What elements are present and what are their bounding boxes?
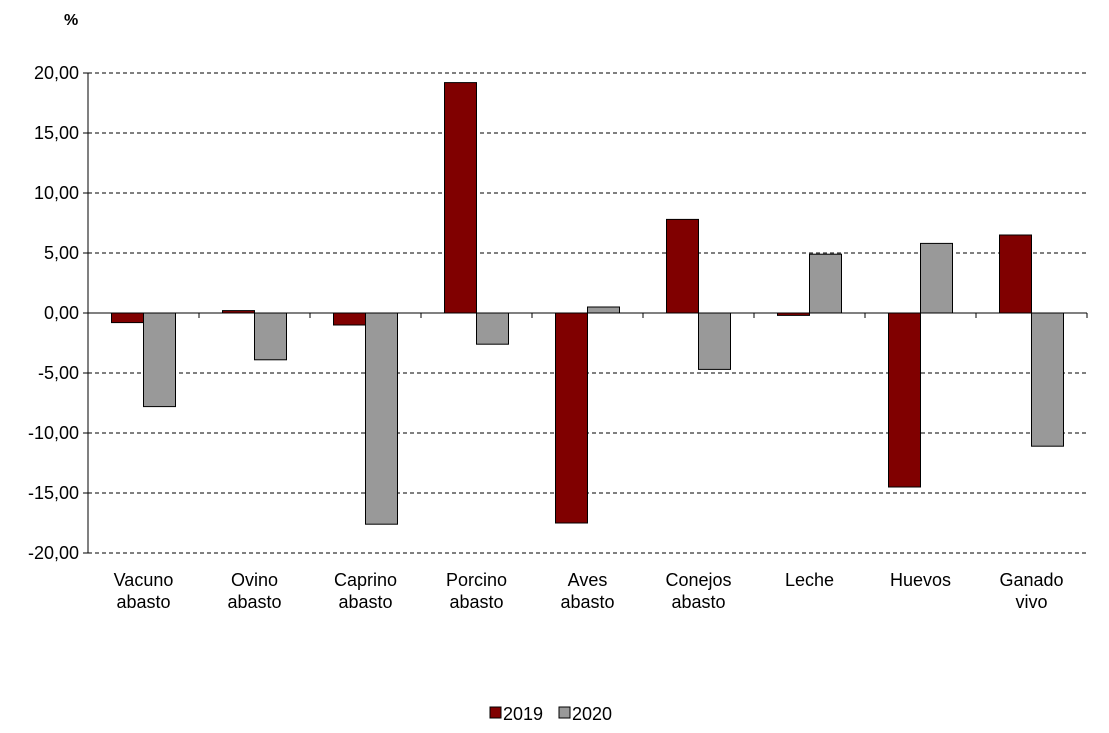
bar-2019 [999,234,1032,314]
axes [83,72,1088,554]
y-tick-label: -15,00 [28,483,79,503]
category-label: abasto [449,592,503,612]
category-label: abasto [338,592,392,612]
category-label: abasto [116,592,170,612]
legend-label-2020: 2020 [572,704,612,724]
y-tick-label: 20,00 [34,63,79,83]
bar-2019 [555,312,588,524]
bar-2019 [111,312,144,324]
category-label: vivo [1015,592,1047,612]
category-label: Leche [785,570,834,590]
bar-2020 [254,312,287,361]
bar-2019 [666,218,699,314]
legend-swatch-2019 [489,706,502,719]
y-tick-label: -5,00 [38,363,79,383]
bars [111,82,1064,525]
category-label: Vacuno [114,570,174,590]
bar-2019 [333,312,366,326]
bar-2020 [809,253,842,314]
category-label: Conejos [665,570,731,590]
bar-2020 [920,242,953,314]
y-tick-label: 10,00 [34,183,79,203]
bar-2019 [444,82,477,314]
bar-2020 [365,312,398,525]
category-label: Ovino [231,570,278,590]
bar-2020 [1031,312,1064,447]
category-label: Huevos [890,570,951,590]
category-label: Caprino [334,570,397,590]
bar-2020 [698,312,731,370]
y-tick-label: -10,00 [28,423,79,443]
category-labels: VacunoabastoOvinoabastoCaprinoabastoPorc… [114,570,1064,612]
legend: 2019 2020 [489,704,612,724]
category-label: Ganado [999,570,1063,590]
category-label: abasto [671,592,725,612]
category-label: abasto [560,592,614,612]
y-tick-label: 15,00 [34,123,79,143]
bar-2019 [888,312,921,488]
y-tick-label: 5,00 [44,243,79,263]
category-label: Porcino [446,570,507,590]
bar-2020 [476,312,509,345]
y-tick-label: 0,00 [44,303,79,323]
bar-2020 [587,306,620,314]
y-tick-labels: 20,00 15,00 10,00 5,00 0,00 -5,00 -10,00 -15,00… [28,63,79,563]
y-tick-label: -20,00 [28,543,79,563]
legend-label-2019: 2019 [503,704,543,724]
bar-2020 [143,312,176,408]
category-label: abasto [227,592,281,612]
legend-swatch-2020 [558,706,571,719]
category-label: Aves [568,570,608,590]
y-axis-unit-label: % [64,12,78,29]
